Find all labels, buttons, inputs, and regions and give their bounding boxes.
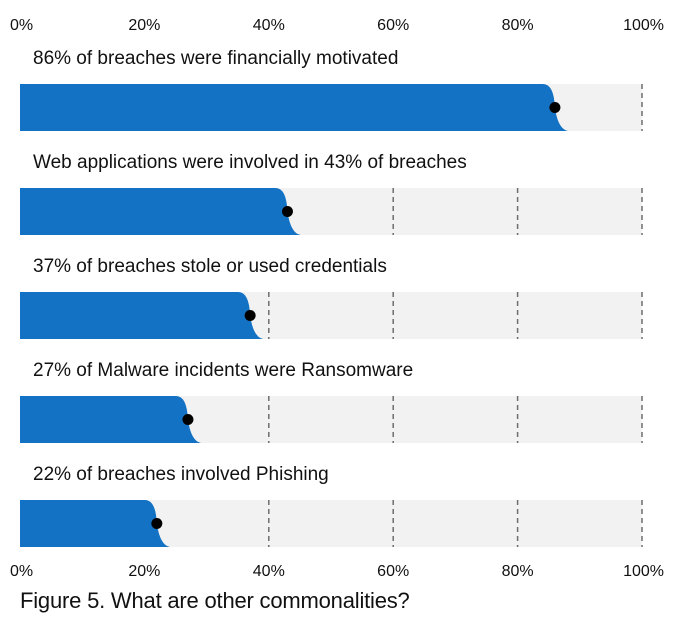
bars-group: 86% of breaches were financially motivat… (20, 48, 643, 547)
top-tick-label: 40% (253, 17, 285, 34)
figure-caption: Figure 5. What are other commonalities? (20, 588, 410, 613)
bottom-tick-label: 100% (623, 563, 664, 580)
bar (20, 396, 201, 443)
bar (20, 188, 301, 235)
top-tick-label: 80% (502, 17, 534, 34)
bar-row: Web applications were involved in 43% of… (20, 152, 643, 235)
value-dot (281, 206, 293, 217)
bar-label: Web applications were involved in 43% of… (33, 152, 467, 173)
bar-label: 86% of breaches were financially motivat… (33, 48, 398, 69)
value-dot (549, 102, 561, 113)
bar (20, 84, 568, 131)
bottom-tick-label: 0% (10, 563, 33, 580)
bar (20, 292, 264, 339)
bar-row: 27% of Malware incidents were Ransomware (20, 360, 643, 443)
bar-row: 37% of breaches stole or used credential… (20, 256, 643, 339)
value-dot (244, 310, 256, 321)
top-tick-label: 0% (10, 17, 33, 34)
bottom-axis: 0% 20% 40% 60% 80% 100% (10, 563, 664, 580)
bar-label: 22% of breaches involved Phishing (33, 464, 329, 485)
bottom-tick-label: 40% (253, 563, 285, 580)
value-dot (151, 518, 163, 529)
bar-row: 86% of breaches were financially motivat… (20, 48, 643, 131)
top-axis: 0% 20% 40% 60% 80% 100% (10, 17, 664, 34)
bottom-tick-label: 80% (502, 563, 534, 580)
top-tick-label: 60% (377, 17, 409, 34)
bar (20, 500, 170, 547)
bar-label: 27% of Malware incidents were Ransomware (33, 360, 413, 381)
value-dot (182, 414, 194, 425)
bar-label: 37% of breaches stole or used credential… (33, 256, 387, 277)
breach-commonalities-chart: 0% 20% 40% 60% 80% 100% 86% of breaches were … (10, 17, 664, 580)
bar-row: 22% of breaches involved Phishing (20, 464, 643, 547)
bottom-tick-label: 60% (377, 563, 409, 580)
top-tick-label: 20% (128, 17, 160, 34)
top-tick-label: 100% (623, 17, 664, 34)
bottom-tick-label: 20% (128, 563, 160, 580)
